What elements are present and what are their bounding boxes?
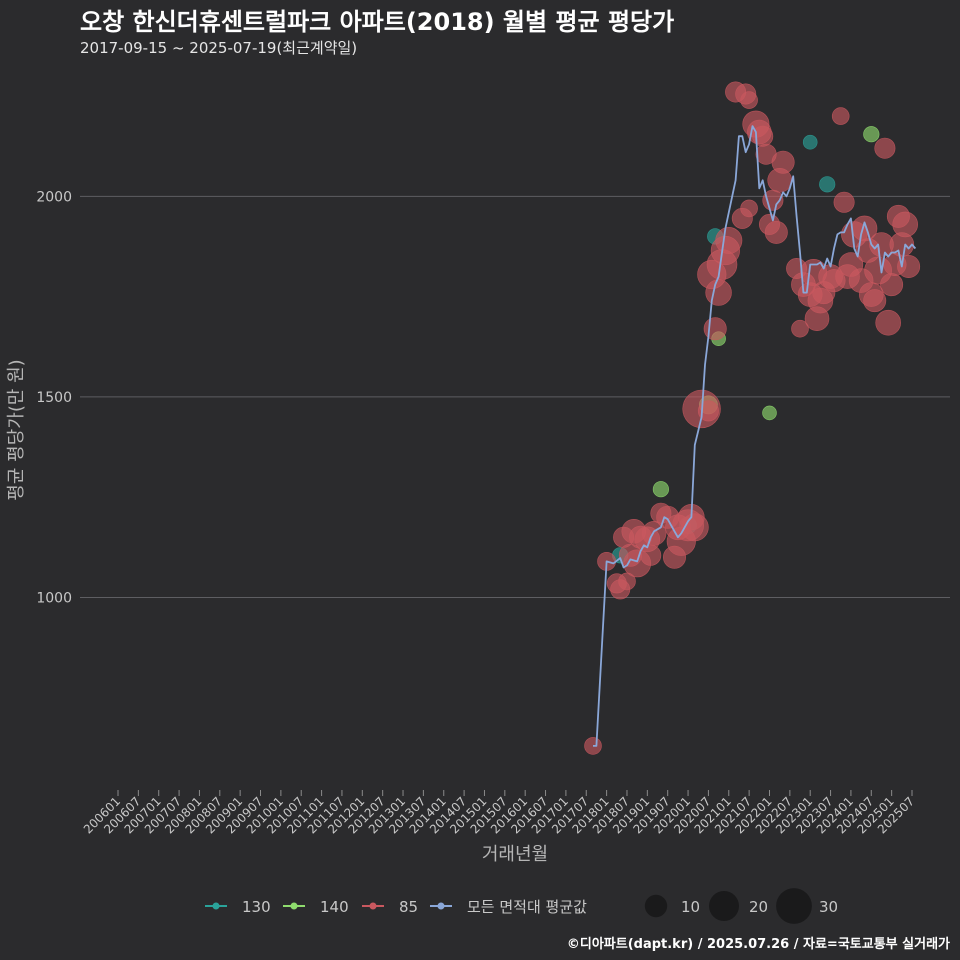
data-point-85	[740, 91, 758, 109]
chart-title: 오창 한신더휴센트럴파크 아파트(2018) 월별 평균 평당가	[80, 8, 675, 36]
data-point-85	[880, 273, 904, 297]
data-point-140	[652, 481, 670, 498]
data-point-130	[819, 176, 836, 193]
legend-size-marker-30	[776, 888, 812, 924]
data-point-85	[697, 400, 719, 422]
y-axis: 1000 1500 2000	[36, 189, 72, 606]
grid-layer	[80, 195, 950, 598]
average-line-layer	[593, 125, 917, 747]
data-point-85	[764, 220, 788, 244]
legend-item-s140: 140	[283, 898, 349, 916]
data-point-85	[831, 107, 850, 125]
data-point-85	[740, 199, 758, 218]
data-point-85	[703, 317, 727, 341]
data-point-130	[802, 134, 818, 150]
data-point-85	[771, 150, 795, 174]
y-axis-label: 평균 평당가(만 원)	[6, 359, 27, 500]
legend-swatch-dot-s130	[212, 902, 220, 910]
series-130	[612, 134, 836, 564]
y-tick-label-1500: 1500	[36, 390, 72, 406]
data-point-85	[875, 309, 902, 336]
legend-size-label-30: 30	[819, 898, 838, 916]
legend-size-label-20: 20	[749, 898, 768, 916]
data-credit: ©디아파트(dapt.kr) / 2025.07.26 / 자료=국토교통부 실…	[566, 937, 950, 952]
legend-size-label-10: 10	[681, 898, 700, 916]
legend-swatch-dot-s140	[290, 902, 298, 910]
legend-item-avg: 모든 면적대 평균값	[430, 898, 587, 916]
chart-subtitle: 2017-09-15 ~ 2025-07-19(최근계약일)	[80, 39, 358, 57]
data-point-85	[618, 572, 636, 591]
data-point-140	[762, 405, 777, 421]
y-tick-label-2000: 2000	[36, 189, 72, 205]
legend-item-s130: 130	[205, 898, 271, 916]
points-layer	[584, 81, 921, 755]
data-point-85	[791, 319, 809, 338]
legend-item-s85: 85	[362, 898, 418, 916]
series-140	[652, 126, 880, 498]
data-point-85	[833, 191, 855, 213]
data-point-85	[640, 544, 662, 566]
legend-size-20: 20	[709, 891, 768, 921]
legend-label-s140: 140	[320, 898, 349, 916]
x-axis: 2006012006072007012007072008012008072009…	[81, 790, 917, 837]
legend-size-30: 30	[776, 888, 838, 924]
legend-label-s130: 130	[242, 898, 271, 916]
legend-size-marker-10	[644, 894, 668, 918]
series-85	[584, 81, 921, 755]
x-axis-label: 거래년월	[482, 844, 548, 865]
y-tick-label-1000: 1000	[36, 590, 72, 606]
legend-size-marker-20	[709, 891, 739, 921]
data-point-85	[892, 211, 919, 238]
legend: 130 140 85 모든 면적대 평균값 10 20 30	[205, 888, 838, 924]
legend-size-10: 10	[644, 894, 700, 918]
data-point-85	[715, 227, 743, 255]
average-price-line	[593, 125, 917, 747]
data-point-85	[874, 137, 896, 159]
legend-swatch-dot-s85	[369, 902, 377, 910]
data-point-85	[705, 279, 732, 306]
legend-label-avg: 모든 면적대 평균값	[467, 898, 587, 916]
legend-label-s85: 85	[399, 898, 418, 916]
legend-swatch-dot-avg	[437, 902, 445, 910]
data-point-140	[863, 126, 880, 143]
data-point-85	[863, 289, 887, 313]
